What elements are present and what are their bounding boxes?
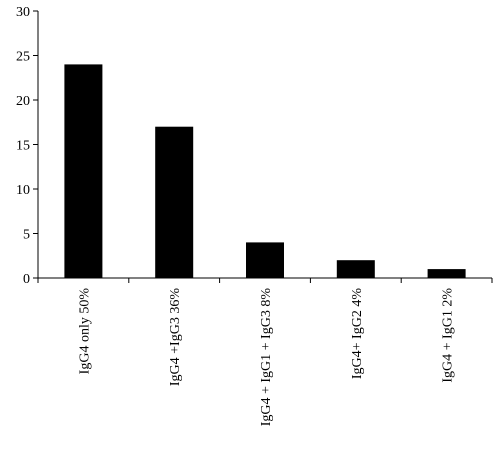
category-label: IgG4 +IgG3 36% [168,288,183,386]
bar [64,64,103,279]
x-ticks [37,278,493,283]
category-label: IgG4 only 50% [77,288,92,375]
y-tick-label: 0 [23,272,30,287]
bar [246,242,284,278]
y-ticks: 0 5 10 15 20 25 30 [16,5,38,287]
bars [64,64,466,279]
bar [427,269,466,278]
y-tick-label: 30 [16,5,30,20]
y-tick-label: 15 [16,139,30,154]
y-tick-label: 5 [23,228,30,243]
y-tick-label: 10 [16,183,30,198]
y-tick-label: 25 [16,50,30,65]
category-label: IgG4+ IgG2 4% [350,288,365,379]
category-label: IgG4 + IgG1 + IgG3 8% [259,288,274,427]
bar [336,260,375,278]
plot-area: 0 5 10 15 20 25 30 IgG4 only 50% IgG4 +IgG3 36%… [16,5,493,427]
bar [155,126,194,278]
category-labels: IgG4 only 50% IgG4 +IgG3 36% IgG4 + IgG1 +… [77,288,455,427]
y-tick-label: 20 [16,94,30,109]
category-label: IgG4 + IgG1 2% [441,288,456,383]
